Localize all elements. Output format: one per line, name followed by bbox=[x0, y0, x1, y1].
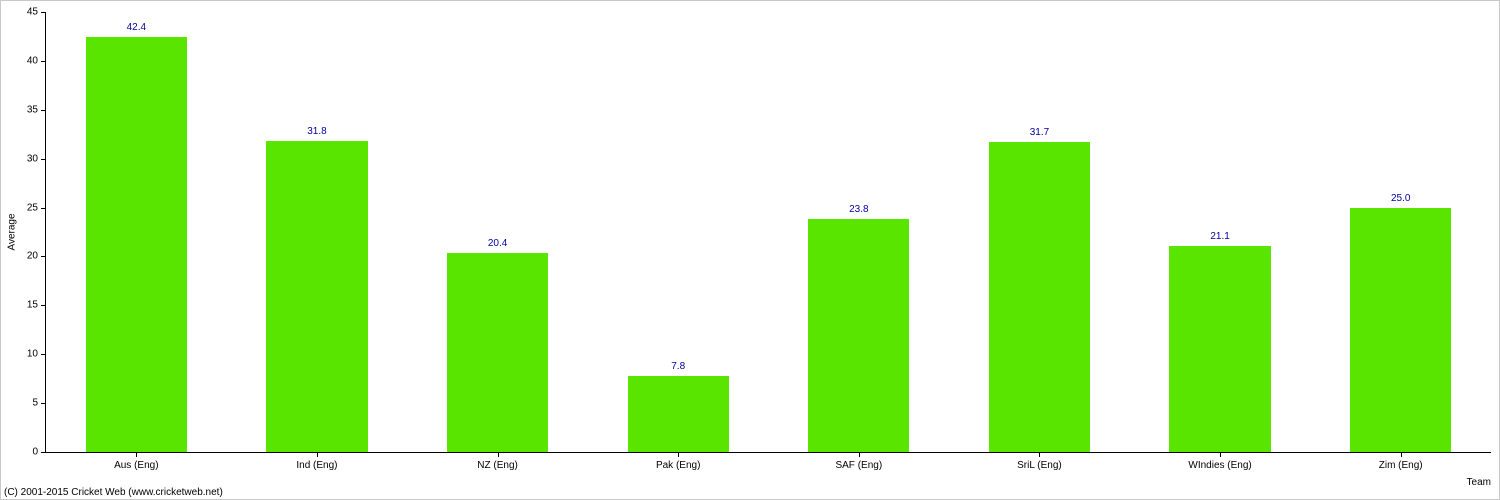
bar bbox=[1169, 246, 1270, 452]
bar-value-label: 7.8 bbox=[671, 361, 685, 376]
x-tick-label: WIndies (Eng) bbox=[1188, 452, 1251, 471]
chart-container: 0 5 10 15 20 25 30 35 40 45 Aus (Eng) 42.4 Ind (Eng)… bbox=[0, 0, 1500, 500]
plot-area: 051015202530354045Aus (Eng)42.4Ind (Eng)… bbox=[45, 12, 1491, 453]
y-tick-label: 0 bbox=[32, 447, 46, 458]
bar-value-label: 31.8 bbox=[307, 126, 326, 141]
bar bbox=[1350, 208, 1451, 452]
x-tick-label: Zim (Eng) bbox=[1379, 452, 1423, 471]
bar bbox=[86, 37, 187, 452]
y-tick-label: 20 bbox=[27, 251, 46, 262]
y-axis-title: Average bbox=[7, 213, 18, 250]
bar bbox=[266, 141, 367, 452]
y-tick-label: 25 bbox=[27, 202, 46, 213]
x-tick-label: Pak (Eng) bbox=[656, 452, 700, 471]
bar bbox=[628, 376, 729, 452]
x-tick-label: NZ (Eng) bbox=[477, 452, 518, 471]
copyright-text: (C) 2001-2015 Cricket Web (www.cricketwe… bbox=[0, 485, 227, 500]
y-tick-label: 40 bbox=[27, 55, 46, 66]
y-tick-label: 45 bbox=[27, 7, 46, 18]
bar-value-label: 23.8 bbox=[849, 204, 868, 219]
bar-value-label: 21.1 bbox=[1210, 231, 1229, 246]
bar-value-label: 31.7 bbox=[1030, 127, 1049, 142]
y-tick-label: 15 bbox=[27, 300, 46, 311]
y-tick-label: 30 bbox=[27, 153, 46, 164]
x-tick-label: Aus (Eng) bbox=[114, 452, 158, 471]
bar-value-label: 25.0 bbox=[1391, 193, 1410, 208]
bar-value-label: 20.4 bbox=[488, 238, 507, 253]
bar bbox=[447, 253, 548, 452]
x-tick-label: SriL (Eng) bbox=[1017, 452, 1062, 471]
x-tick-label: SAF (Eng) bbox=[835, 452, 882, 471]
bar bbox=[989, 142, 1090, 452]
x-axis-title: Team bbox=[1467, 452, 1491, 488]
bar-value-label: 42.4 bbox=[127, 22, 146, 37]
x-tick-label: Ind (Eng) bbox=[296, 452, 337, 471]
y-tick-label: 10 bbox=[27, 349, 46, 360]
bar bbox=[808, 219, 909, 452]
y-tick-label: 5 bbox=[32, 398, 46, 409]
y-tick-label: 35 bbox=[27, 104, 46, 115]
